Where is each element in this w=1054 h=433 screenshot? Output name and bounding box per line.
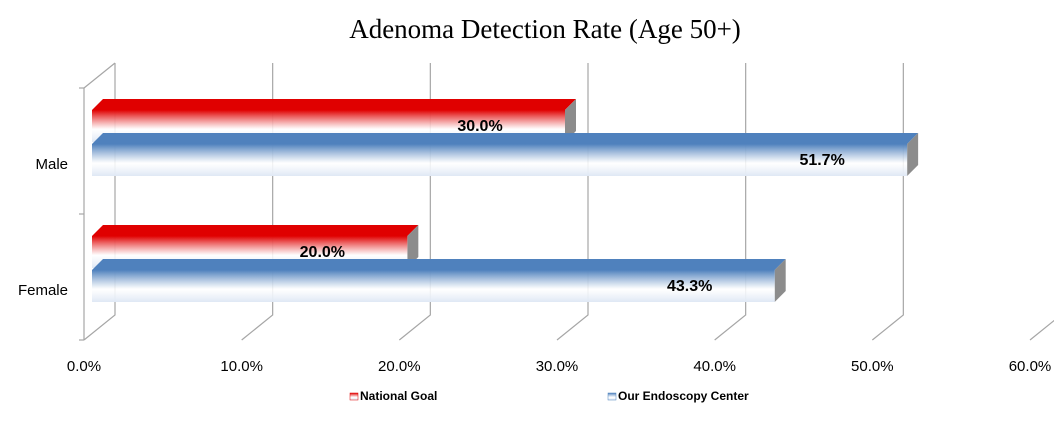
data-label: 43.3%	[667, 278, 712, 295]
legend-swatch	[349, 392, 359, 401]
bar-end	[407, 225, 419, 268]
bar-top	[92, 133, 919, 144]
data-label: 51.7%	[799, 152, 844, 169]
bar-end	[907, 133, 919, 176]
bar	[92, 270, 775, 302]
y-tick-label: Male	[35, 156, 68, 173]
x-tick-label: 50.0%	[851, 358, 894, 375]
legend-swatch	[607, 392, 617, 401]
x-tick-label: 20.0%	[378, 358, 421, 375]
x-tick-label: 60.0%	[1009, 358, 1052, 375]
bar	[92, 144, 908, 176]
legend-label: Our Endoscopy Center	[618, 389, 749, 403]
bar-top	[92, 99, 576, 110]
chart-title: Adenoma Detection Rate (Age 50+)	[349, 14, 741, 44]
grid-line	[1029, 319, 1054, 341]
x-tick-label: 10.0%	[220, 358, 263, 375]
y-axis-top	[83, 62, 116, 89]
data-label: 20.0%	[300, 244, 345, 261]
bar-end	[565, 99, 576, 142]
data-label: 30.0%	[457, 118, 502, 135]
x-tick-label: 30.0%	[536, 358, 579, 375]
y-tick-label: Female	[18, 282, 68, 299]
bar-top	[92, 225, 419, 236]
bar-end	[774, 259, 786, 302]
x-tick-label: 0.0%	[67, 358, 101, 375]
grid-line	[871, 63, 904, 341]
legend-label: National Goal	[360, 389, 437, 403]
x-tick-label: 40.0%	[693, 358, 736, 375]
bar-top	[92, 259, 786, 270]
